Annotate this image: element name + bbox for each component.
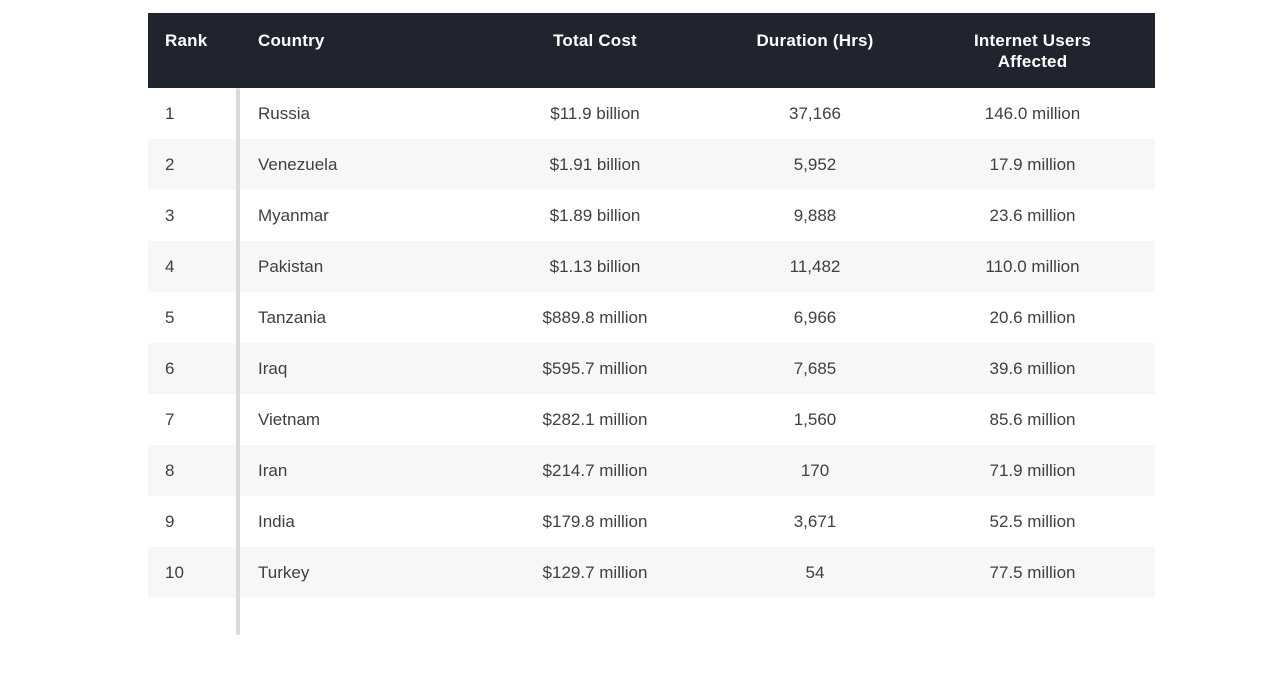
data-table: Rank Country Total Cost Duration (Hrs) I… [148,13,1155,598]
table-row: 6 Iraq $595.7 million 7,685 39.6 million [148,343,1155,394]
table-row: 8 Iran $214.7 million 170 71.9 million [148,445,1155,496]
cell-rank: 9 [165,511,175,531]
cell-total-cost: $129.7 million [542,562,648,582]
cell-rank: 8 [165,460,175,480]
table-row: 3 Myanmar $1.89 billion 9,888 23.6 million [148,190,1155,241]
cell-duration-hrs: 37,166 [789,103,841,123]
cell-total-cost: $179.8 million [542,511,648,531]
table-row: 1 Russia $11.9 billion 37,166 146.0 million [148,88,1155,139]
cell-users-affected: 146.0 million [984,103,1081,123]
cell-duration-hrs: 5,952 [793,154,837,174]
cell-rank: 5 [165,307,175,327]
cell-users-affected: 23.6 million [989,205,1076,225]
cell-rank: 1 [165,103,175,123]
cell-total-cost: $282.1 million [542,409,648,429]
table-row: 2 Venezuela $1.91 billion 5,952 17.9 million [148,139,1155,190]
cell-duration-hrs: 170 [800,460,830,480]
cell-rank: 7 [165,409,175,429]
column-header-duration: Duration (Hrs) [720,13,910,88]
cell-total-cost: $1.91 billion [549,154,641,174]
cell-users-affected: 71.9 million [989,460,1076,480]
cell-country: Myanmar [258,205,329,225]
cell-duration-hrs: 7,685 [793,358,837,378]
cell-country: Tanzania [258,307,327,327]
cell-country: Vietnam [258,409,321,429]
cell-total-cost: $214.7 million [542,460,648,480]
column-header-users-affected: Internet Users Affected [910,13,1155,88]
cell-total-cost: $1.89 billion [549,205,641,225]
cell-total-cost: $11.9 billion [550,103,640,123]
cell-duration-hrs: 6,966 [793,307,837,327]
rank-column-divider [236,88,240,635]
cell-total-cost: $889.8 million [542,307,648,327]
cell-total-cost: $1.13 billion [549,256,641,276]
cell-rank: 6 [165,358,175,378]
cell-rank: 4 [165,256,175,276]
cell-users-affected: 85.6 million [989,409,1076,429]
cell-total-cost: $595.7 million [542,358,648,378]
table-row: 9 India $179.8 million 3,671 52.5 million [148,496,1155,547]
column-header-total-cost: Total Cost [470,13,720,88]
cell-users-affected: 110.0 million [985,256,1080,276]
column-header-users-affected-label: Internet Users Affected [973,31,1092,72]
cell-rank: 2 [165,154,175,174]
table-header: Rank Country Total Cost Duration (Hrs) I… [148,13,1155,88]
cell-country: India [258,511,295,531]
table-row: 4 Pakistan $1.13 billion 11,482 110.0 millio… [148,241,1155,292]
table-body: 1 Russia $11.9 billion 37,166 146.0 million 2… [148,88,1155,598]
cell-users-affected: 52.5 million [989,511,1076,531]
cell-country: Pakistan [258,256,324,276]
column-header-country: Country [238,13,470,88]
cell-users-affected: 20.6 million [989,307,1076,327]
cell-rank: 3 [165,205,175,225]
cell-country: Iran [258,460,288,480]
table-row: 5 Tanzania $889.8 million 6,966 20.6 million [148,292,1155,343]
cell-duration-hrs: 3,671 [793,511,837,531]
cell-country: Venezuela [258,154,338,174]
cost-of-shutdowns-table: Rank Country Total Cost Duration (Hrs) I… [148,13,1155,635]
cell-users-affected: 77.5 million [989,562,1076,582]
cell-rank: 10 [165,562,184,582]
cell-duration-hrs: 54 [805,562,825,582]
cell-users-affected: 17.9 million [989,154,1076,174]
cell-duration-hrs: 11,482 [789,256,841,276]
cell-country: Russia [258,103,310,123]
column-header-rank: Rank [148,13,238,88]
header-row: Rank Country Total Cost Duration (Hrs) I… [148,13,1155,88]
cell-users-affected: 39.6 million [989,358,1076,378]
table-row: 10 Turkey $129.7 million 54 77.5 million [148,547,1155,598]
cell-country: Iraq [258,358,288,378]
cell-duration-hrs: 1,560 [793,409,837,429]
cell-duration-hrs: 9,888 [793,205,837,225]
table-row: 7 Vietnam $282.1 million 1,560 85.6 million [148,394,1155,445]
cell-country: Turkey [258,562,310,582]
